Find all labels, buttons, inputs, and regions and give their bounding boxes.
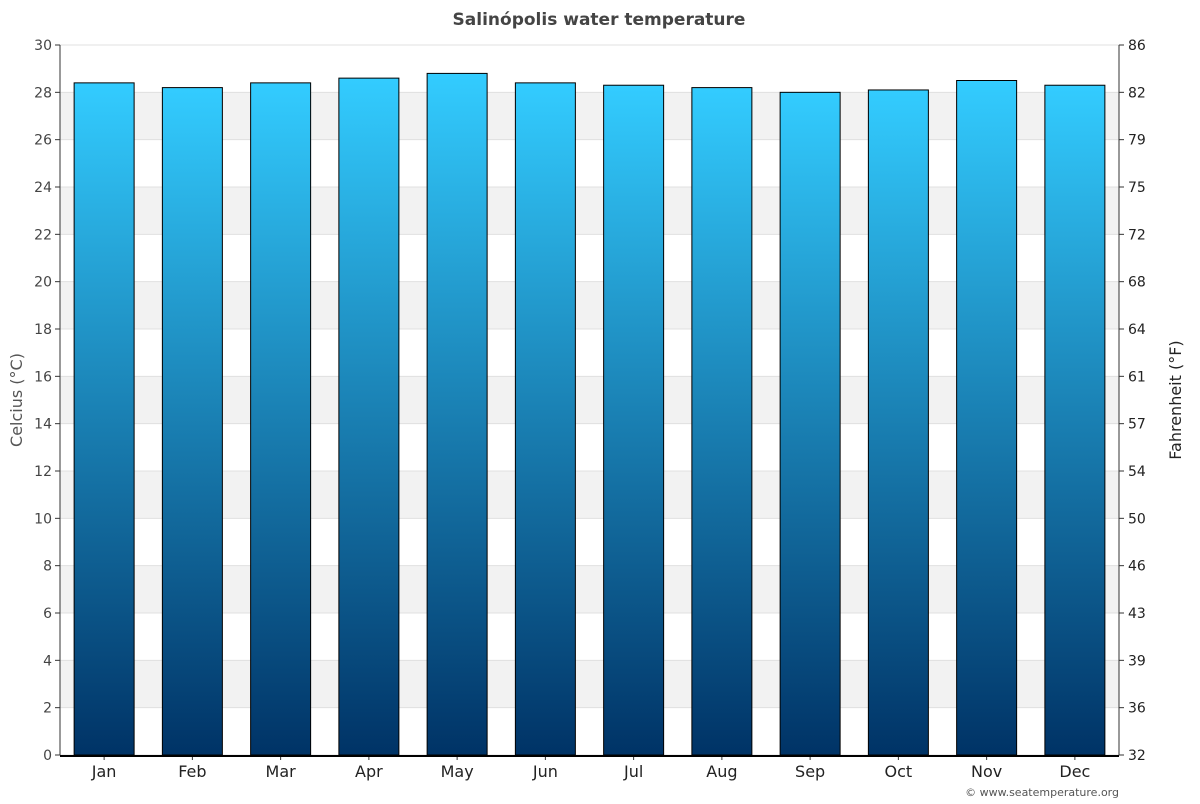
y2-tick-label: 61 <box>1128 369 1146 385</box>
y2-tick-label: 43 <box>1128 606 1146 622</box>
bar-oct <box>867 89 929 756</box>
x-tick-label: Jul <box>623 762 643 781</box>
x-tick-label: Oct <box>885 762 913 781</box>
y2-tick-label: 82 <box>1128 85 1146 101</box>
y-tick-label: 4 <box>43 653 52 669</box>
y-tick-label: 20 <box>34 275 52 291</box>
y2-tick-label: 68 <box>1128 275 1146 291</box>
y2-tick-label: 46 <box>1128 559 1146 575</box>
x-tick-label: Aug <box>706 762 737 781</box>
x-tick-label: Jan <box>91 762 117 781</box>
y-tick-label: 14 <box>34 417 52 433</box>
chart-title: Salinópolis water temperature <box>453 10 746 30</box>
grid-band <box>60 187 1119 235</box>
bar-jul <box>603 84 665 756</box>
x-tick-label: May <box>441 762 474 781</box>
y2-tick-label: 75 <box>1128 180 1146 196</box>
y2-tick-label: 36 <box>1128 701 1146 717</box>
y2-tick-label: 64 <box>1128 322 1146 338</box>
y2-tick-label: 32 <box>1128 748 1146 764</box>
bar-jan <box>73 82 135 756</box>
y-tick-label: 12 <box>34 464 52 480</box>
x-tick-label: Apr <box>355 762 383 781</box>
bar-mar <box>250 82 312 756</box>
y-tick-label: 18 <box>34 322 52 338</box>
y-tick-label: 0 <box>43 748 52 764</box>
y2-tick-label: 72 <box>1128 227 1146 243</box>
y-tick-label: 26 <box>34 133 52 149</box>
bar-feb <box>161 87 223 756</box>
y2-axis-label: Fahrenheit (°F) <box>1166 340 1185 459</box>
bar-apr <box>338 77 400 756</box>
y-tick-label: 28 <box>34 85 52 101</box>
x-tick-label: Feb <box>178 762 206 781</box>
grid-band <box>60 281 1119 329</box>
bar-jun <box>514 82 576 756</box>
y-tick-label: 24 <box>34 180 52 196</box>
x-tick-label: Mar <box>266 762 297 781</box>
grid-band <box>60 376 1119 424</box>
grid-band <box>60 471 1119 519</box>
y-tick-label: 2 <box>43 701 52 717</box>
bar-aug <box>691 87 753 756</box>
bar-dec <box>1044 84 1106 756</box>
x-tick-label: Dec <box>1059 762 1090 781</box>
y-tick-label: 6 <box>43 606 52 622</box>
y2-tick-label: 79 <box>1128 133 1146 149</box>
y2-tick-label: 86 <box>1128 38 1146 54</box>
y2-tick-label: 54 <box>1128 464 1146 480</box>
bar-sep <box>779 91 841 756</box>
y-tick-label: 30 <box>34 38 52 54</box>
y-tick-label: 16 <box>34 369 52 385</box>
bar-may <box>426 72 488 756</box>
y-tick-label: 10 <box>34 511 52 527</box>
y2-tick-label: 57 <box>1128 417 1146 433</box>
grid-band <box>60 660 1119 708</box>
y2-tick-label: 39 <box>1128 653 1146 669</box>
x-tick-label: Nov <box>971 762 1002 781</box>
x-tick-label: Sep <box>795 762 825 781</box>
grid-band <box>60 565 1119 613</box>
bar-nov <box>956 80 1018 756</box>
credit: © www.seatemperature.org <box>965 786 1119 799</box>
y-axis-label: Celcius (°C) <box>7 353 26 447</box>
y-tick-label: 22 <box>34 227 52 243</box>
x-tick-label: Jun <box>532 762 558 781</box>
y2-tick-label: 50 <box>1128 511 1146 527</box>
y-tick-label: 8 <box>43 559 52 575</box>
grid-band <box>60 92 1119 140</box>
